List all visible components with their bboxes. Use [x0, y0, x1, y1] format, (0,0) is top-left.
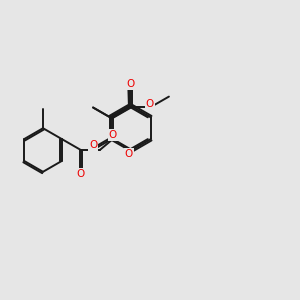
Text: O: O	[89, 140, 98, 150]
Text: O: O	[127, 79, 135, 89]
Text: O: O	[146, 98, 154, 109]
Text: O: O	[125, 149, 133, 159]
Text: O: O	[77, 169, 85, 178]
Text: O: O	[109, 130, 117, 140]
